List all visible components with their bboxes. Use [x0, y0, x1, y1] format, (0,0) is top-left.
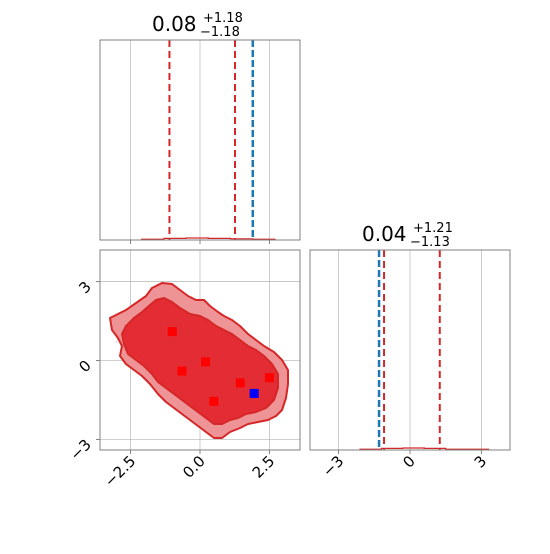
estimate-marker [167, 327, 177, 337]
contour-inner-level [121, 297, 279, 425]
hist2-title-plus: +1.21 [413, 221, 453, 236]
hist1-bars [141, 237, 276, 240]
hist2-tick-label: 3 [471, 452, 490, 471]
contour-y-tick-label: −3 [66, 436, 94, 464]
hist2-tick-label: 0 [399, 452, 418, 471]
estimate-marker [209, 396, 219, 406]
contour-y-tick-label: 0 [75, 357, 94, 376]
hist-panel-param1: 0.08 +1.18 −1.18 [99, 11, 301, 244]
hist2-histogram [359, 447, 490, 450]
hist1-histogram [141, 237, 276, 240]
sample-point [115, 340, 118, 343]
hist1-title-minus: −1.18 [200, 25, 240, 40]
estimate-marker [264, 373, 274, 383]
hist2-gridlines [338, 250, 482, 450]
hist1-ticks [130, 240, 270, 244]
contour-markers [167, 327, 274, 406]
contour-y-tick-label: 3 [75, 278, 94, 297]
hist1-title-plus: +1.18 [203, 11, 243, 26]
hist1-quantile-lines [168, 40, 255, 240]
hist-panel-param2: −3 0 3 0.04 +1.21 −1.13 [309, 221, 511, 480]
estimate-marker [235, 378, 245, 388]
estimate-marker [177, 366, 187, 376]
estimate-marker [201, 357, 211, 367]
hist2-ticks: −3 0 3 [319, 450, 490, 480]
hist2-title-value: 0.04 [362, 222, 407, 246]
hist2-tick-label: −3 [319, 452, 347, 480]
hist2-quantile-lines [377, 250, 441, 450]
contour-panel: −2.5 0.0 2.5 −3 0 3 [66, 249, 301, 491]
contour-x-tick-label: 0.0 [179, 452, 209, 482]
hist1-gridlines [130, 40, 270, 240]
hist2-bars [359, 447, 490, 450]
highlight-marker [249, 388, 259, 398]
contour-x-tick-label: −2.5 [101, 452, 139, 490]
hist2-title-minus: −1.13 [410, 235, 450, 250]
hist1-title-value: 0.08 [152, 12, 197, 36]
contour-x-tick-label: 2.5 [249, 452, 279, 482]
